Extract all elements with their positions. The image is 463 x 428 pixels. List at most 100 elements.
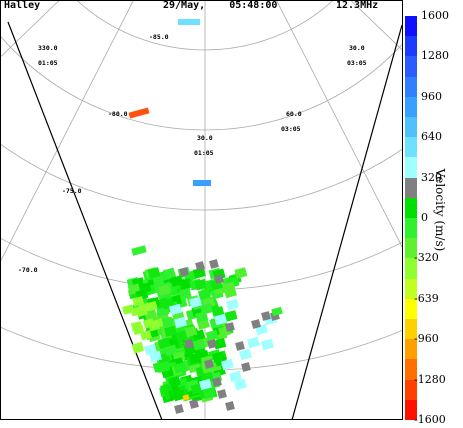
echo-cell <box>130 321 143 332</box>
colorbar-segment <box>405 339 417 360</box>
echo-cell <box>225 322 235 332</box>
colorbar-segment <box>405 16 417 37</box>
echo-cell <box>241 362 251 372</box>
colorbar-segment <box>405 197 417 219</box>
colorbar-segment <box>405 399 417 421</box>
colorbar-tick-label: 1600 <box>421 9 449 22</box>
echo-cell <box>200 303 213 315</box>
echo-cell <box>132 343 144 354</box>
echo-cell <box>193 180 211 186</box>
colorbar-segment <box>405 36 417 57</box>
radar-fov <box>7 21 402 419</box>
echo-cell <box>192 267 206 279</box>
echo-cell <box>261 338 274 351</box>
echo-cell <box>128 107 150 119</box>
echo-cell <box>207 339 217 349</box>
colorbar-segment <box>405 137 417 158</box>
echo-cell <box>226 298 239 311</box>
colorbar-segment <box>405 379 417 401</box>
datetime: 29/May, 05:48:00 <box>163 0 278 11</box>
echo-cell <box>138 282 152 294</box>
echo-cell <box>122 304 134 315</box>
echo-cell <box>138 302 151 313</box>
echo-cell <box>182 394 190 401</box>
time-label-right: 03:05 <box>347 59 367 67</box>
colorbar-segment <box>405 298 417 320</box>
colorbar-tick-label: -1600 <box>414 413 446 426</box>
station-name: Halley <box>4 0 41 11</box>
echo-cell <box>239 348 252 361</box>
echo-cell <box>199 378 212 391</box>
colorbar-segment <box>405 238 417 259</box>
colorbar-segment <box>405 359 417 381</box>
colorbar-segment <box>405 76 417 98</box>
echo-cell <box>168 388 182 401</box>
colorbar-tick-label: -1280 <box>414 372 446 386</box>
echo-cell <box>164 344 178 357</box>
colorbar-segment <box>405 56 417 78</box>
echo-cell <box>212 377 222 387</box>
echo-cell <box>131 245 147 256</box>
colorbar-segment <box>405 278 417 300</box>
time-label-right2: 03:05 <box>281 125 301 133</box>
lon-label-center: 30.0 <box>197 134 213 142</box>
lon-label-right2: 60.0 <box>286 110 302 118</box>
echo-cell <box>174 316 187 329</box>
lat-label-bottom: -70.0 <box>18 266 38 274</box>
echo-cell <box>147 267 161 279</box>
echo-cell <box>164 325 178 338</box>
echo-cell <box>160 316 174 329</box>
echo-cell <box>140 330 152 341</box>
echo-cell <box>224 310 238 322</box>
colorbar-segment <box>405 117 417 138</box>
colorbar-title: Velocity (m/s) <box>433 168 447 252</box>
echo-cell <box>170 275 184 287</box>
echo-cell <box>204 359 214 369</box>
echo-cell <box>235 341 245 351</box>
colorbar-segment <box>405 177 417 199</box>
echo-cell <box>234 267 248 279</box>
time-label-left: 01:05 <box>38 59 58 67</box>
echo-cell <box>223 286 237 299</box>
echo-cell <box>179 267 189 277</box>
echo-cell <box>174 330 188 343</box>
time-label-center: 01:05 <box>194 149 214 157</box>
velocity-colorbar <box>405 16 417 421</box>
colorbar-tick-label: -320 <box>414 251 439 265</box>
velocity-echoes <box>122 19 283 414</box>
echo-cell <box>217 389 227 399</box>
echo-cell <box>209 259 219 269</box>
echo-cell <box>149 350 162 363</box>
echo-cell <box>229 370 242 383</box>
colorbar-tick-label: -639 <box>414 291 439 305</box>
plot-frame <box>0 0 403 420</box>
echo-cell <box>261 311 271 321</box>
colorbar-segment <box>405 96 417 118</box>
echo-cell <box>194 278 208 291</box>
colorbar-tick-label: 320 <box>421 170 442 184</box>
colorbar-tick-label: 640 <box>421 130 442 144</box>
echo-cell <box>205 329 219 342</box>
echo-cell <box>202 387 216 400</box>
echo-cell <box>189 399 199 409</box>
echo-cell <box>144 309 158 321</box>
echo-cell <box>184 339 194 349</box>
echo-cell <box>214 313 227 326</box>
colorbar-segment <box>405 157 417 179</box>
echo-cell <box>178 288 192 300</box>
colorbar-tick-label: 960 <box>421 89 442 103</box>
echo-cell <box>157 361 171 373</box>
echo-cell <box>158 284 172 296</box>
colorbar-segment <box>405 258 417 280</box>
echo-cell <box>211 351 225 363</box>
echo-cell <box>148 321 160 332</box>
echo-cell <box>225 401 235 411</box>
echo-cell <box>195 261 205 271</box>
echo-cell <box>173 362 187 374</box>
lat-label-top: -85.0 <box>149 33 169 41</box>
echo-cell <box>184 325 198 338</box>
echo-cell <box>271 306 283 317</box>
colorbar-tick-label: -960 <box>414 332 439 346</box>
echo-cell <box>169 303 182 316</box>
echo-cell <box>247 336 260 349</box>
